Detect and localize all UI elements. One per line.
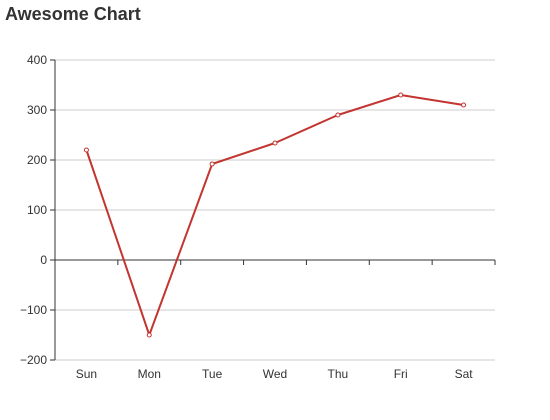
grid-lines	[55, 59, 495, 361]
y-tick-label: −200	[20, 353, 47, 367]
y-tick-label: 0	[40, 253, 47, 267]
x-tick-label: Sat	[455, 367, 474, 381]
x-tick-label: Wed	[263, 367, 287, 381]
x-tick-label: Mon	[138, 367, 161, 381]
data-point[interactable]	[146, 332, 152, 338]
y-tick-label: 400	[27, 53, 47, 67]
x-tick-label: Sun	[76, 367, 97, 381]
data-point[interactable]	[398, 92, 404, 98]
data-point[interactable]	[83, 147, 89, 153]
data-point[interactable]	[209, 161, 215, 167]
data-point[interactable]	[272, 140, 278, 146]
y-tick-label: 300	[27, 103, 47, 117]
y-tick-label: −100	[20, 303, 47, 317]
x-tick-label: Tue	[202, 367, 223, 381]
x-tick-label: Fri	[394, 367, 408, 381]
series	[83, 92, 467, 338]
data-point[interactable]	[461, 102, 467, 108]
y-tick-label: 100	[27, 203, 47, 217]
x-tick-label: Thu	[328, 367, 349, 381]
y-axis-tick-labels: −200 −100 0 100 200 300 400	[20, 53, 47, 367]
y-tick-label: 200	[27, 153, 47, 167]
chart-title: Awesome Chart	[5, 4, 141, 24]
axes	[50, 59, 496, 361]
x-axis-tick-labels: Sun Mon Tue Wed Thu Fri Sat	[76, 367, 473, 381]
data-point[interactable]	[335, 112, 341, 118]
series-line	[85, 94, 464, 336]
